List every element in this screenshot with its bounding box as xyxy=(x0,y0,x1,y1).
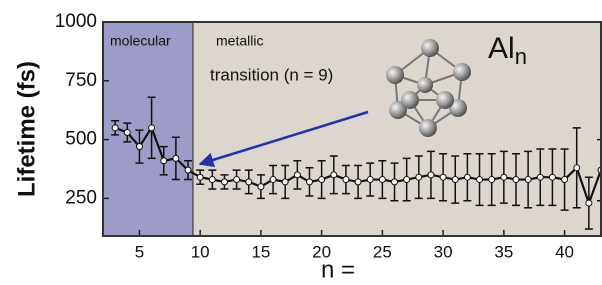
data-point xyxy=(464,174,470,180)
data-point xyxy=(136,144,142,150)
x-tick-label: 15 xyxy=(251,242,270,261)
y-axis-label: Lifetime (fs) xyxy=(13,61,40,197)
data-point xyxy=(234,177,240,183)
data-point xyxy=(379,177,385,183)
data-point xyxy=(525,177,531,183)
region-label: metallic xyxy=(216,33,263,49)
data-point xyxy=(404,177,410,183)
data-point xyxy=(452,177,458,183)
data-point xyxy=(367,177,373,183)
annotation: transition (n = 9) xyxy=(210,65,333,84)
data-point xyxy=(209,177,215,183)
x-tick-label: 10 xyxy=(191,242,210,261)
data-point xyxy=(501,174,507,180)
data-point xyxy=(185,167,191,173)
title-subscript: n xyxy=(515,44,527,69)
data-point xyxy=(574,165,580,171)
data-point xyxy=(282,179,288,185)
region-label: molecular xyxy=(110,33,171,49)
x-tick-label: 35 xyxy=(494,242,513,261)
x-tick-label: 25 xyxy=(373,242,392,261)
data-point xyxy=(124,130,130,136)
data-point xyxy=(294,172,300,178)
data-point xyxy=(246,179,252,185)
data-point xyxy=(392,179,398,185)
data-point xyxy=(173,155,179,161)
data-point xyxy=(112,125,118,131)
data-point xyxy=(161,158,167,164)
x-tick-label: 40 xyxy=(555,242,574,261)
y-tick-label: 1000 xyxy=(55,11,97,32)
data-point xyxy=(562,177,568,183)
data-point xyxy=(477,177,483,183)
y-tick-label: 500 xyxy=(65,129,97,150)
plot-area xyxy=(103,22,602,236)
title-main: Al xyxy=(488,32,515,65)
data-point xyxy=(586,200,592,206)
x-tick-label: 5 xyxy=(135,242,144,261)
x-tick-label: 30 xyxy=(434,242,453,261)
data-point xyxy=(513,177,519,183)
data-point xyxy=(440,174,446,180)
data-point xyxy=(149,125,155,131)
data-point xyxy=(197,174,203,180)
chart: Lifetime (fs) n = molecular metallic tra… xyxy=(0,0,602,285)
y-tick-label: 250 xyxy=(65,187,97,208)
data-point xyxy=(343,177,349,183)
data-point xyxy=(319,177,325,183)
data-point xyxy=(549,174,555,180)
data-point xyxy=(489,177,495,183)
data-point xyxy=(355,179,361,185)
data-point xyxy=(428,172,434,178)
data-point xyxy=(416,174,422,180)
data-point xyxy=(221,179,227,185)
data-point xyxy=(331,172,337,178)
x-tick-label: 20 xyxy=(312,242,331,261)
data-point xyxy=(258,184,264,190)
data-point xyxy=(537,174,543,180)
data-point xyxy=(306,179,312,185)
y-tick-label: 750 xyxy=(65,70,97,91)
data-point xyxy=(270,177,276,183)
